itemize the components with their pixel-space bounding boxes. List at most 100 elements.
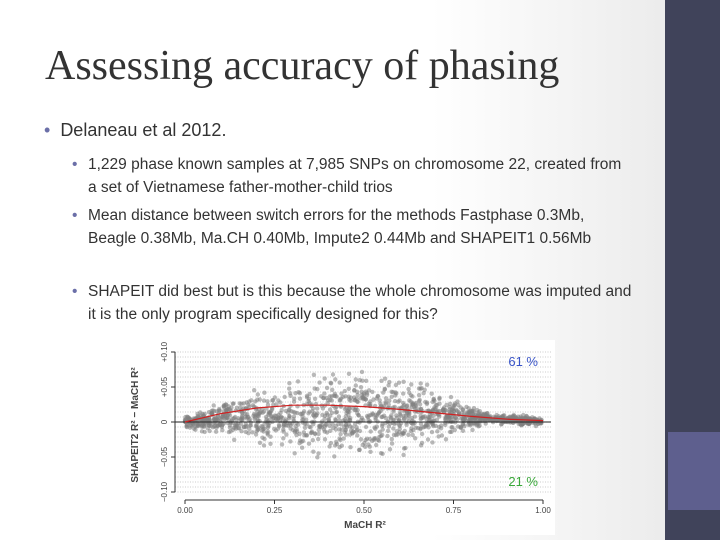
scatter-dot <box>316 427 321 432</box>
scatter-dot <box>458 424 463 430</box>
scatter-dot <box>377 398 382 403</box>
scatter-dot <box>227 423 233 428</box>
scatter-dot <box>287 391 293 396</box>
scatter-dot <box>243 421 248 427</box>
chart: MaCH R² SHAPEIT2 R² − MaCH R² −0.10 −0.05… <box>125 340 555 535</box>
scatter-dot <box>381 390 386 395</box>
scatter-dot <box>274 402 279 407</box>
scatter-dot <box>343 394 348 399</box>
scatter-dot <box>398 410 403 415</box>
scatter-dot <box>268 441 273 446</box>
scatter-dot <box>311 422 316 427</box>
scatter-dot <box>348 445 353 450</box>
scatter-dot <box>333 410 339 415</box>
scatter-dot <box>382 376 388 381</box>
scatter-dot <box>428 415 433 420</box>
scatter-dot <box>246 414 251 420</box>
bullet: • Delaneau et al 2012. <box>44 120 227 140</box>
bullet-text: 1,229 phase known samples at 7,985 SNPs … <box>88 156 622 196</box>
trend-line <box>184 404 544 423</box>
scatter-dot <box>387 447 393 452</box>
scatter-dot <box>407 398 412 403</box>
scatter-dot <box>337 445 342 450</box>
scatter-dot <box>243 429 248 435</box>
annotation: 21 % <box>508 474 538 489</box>
scatter-dot <box>310 438 315 443</box>
scatter-dot <box>336 414 342 419</box>
scatter-dot <box>354 389 360 394</box>
scatter-dot <box>422 387 427 392</box>
scatter-dot <box>391 409 396 414</box>
y-axis-label: SHAPEIT2 R² − MaCH R² <box>130 367 141 483</box>
scatter-dot <box>350 429 356 434</box>
scatter-dot <box>257 440 263 445</box>
scatter-dot <box>328 440 334 446</box>
scatter-dot <box>250 430 255 435</box>
scatter-dot <box>286 416 292 421</box>
scatter-dot <box>276 415 281 420</box>
scatter-dot <box>518 422 524 427</box>
scatter-dot <box>377 434 382 439</box>
y-tick-label: −0.05 <box>160 446 169 467</box>
scatter-dot <box>327 423 332 428</box>
scatter-dot <box>356 447 362 453</box>
scatter-dot <box>380 423 385 429</box>
x-tick-label: 0.50 <box>356 506 372 515</box>
scatter-dot <box>329 398 334 403</box>
scatter-dot <box>376 438 382 443</box>
scatter-dot <box>297 390 303 396</box>
scatter-dot <box>409 402 415 407</box>
scatter-dot <box>200 411 205 417</box>
scatter-dot <box>247 426 252 432</box>
scatter-dot <box>521 412 526 418</box>
scatter-dot <box>409 420 414 425</box>
scatter-dot <box>262 421 267 427</box>
bullet-text: Delaneau et al 2012. <box>60 120 227 140</box>
scatter-dot <box>315 455 320 460</box>
scatter-dot <box>354 429 359 434</box>
scatter-dot <box>217 408 222 413</box>
scatter-dot <box>437 401 442 406</box>
scatter-dot <box>222 416 227 421</box>
scatter-dot <box>449 429 454 434</box>
scatter-dot <box>333 427 339 432</box>
scatter-dot <box>411 427 416 433</box>
scatter-dot <box>364 378 369 383</box>
scatter-dot <box>357 428 363 434</box>
scatter-dot <box>374 442 379 448</box>
scatter-dot <box>226 417 231 422</box>
scatter-dot <box>441 409 447 414</box>
scatter-dot <box>389 437 394 442</box>
scatter-dot <box>316 451 321 456</box>
scatter-dot <box>332 454 337 459</box>
scatter-dot <box>234 405 240 410</box>
scatter-dot <box>424 382 430 387</box>
sub-bullet: • 1,229 phase known samples at 7,985 SNPs… <box>72 156 622 196</box>
scatter-dot <box>337 427 342 432</box>
scatter-dot <box>316 431 321 437</box>
scatter-dot <box>416 392 422 398</box>
scatter-dot <box>447 416 452 421</box>
scatter-dot <box>363 424 369 430</box>
scatter-dot <box>324 410 329 416</box>
scatter-dot <box>451 416 456 422</box>
scatter-dot <box>324 385 330 391</box>
scatter-dot <box>357 377 362 383</box>
y-tick-label: 0 <box>160 419 169 424</box>
scatter-dot <box>338 437 343 443</box>
scatter-dot <box>452 401 458 406</box>
scatter-dot <box>367 419 373 424</box>
scatter-dot <box>527 417 532 422</box>
scatter-dot <box>288 423 293 428</box>
scatter-dot <box>266 422 271 427</box>
scatter-dot <box>421 391 426 396</box>
scatter-dot <box>297 441 302 446</box>
scatter-dot <box>431 423 436 429</box>
scatter-dot <box>385 428 391 433</box>
scatter-dot <box>277 424 282 429</box>
scatter-dot <box>448 394 454 400</box>
scatter-dot <box>458 405 463 410</box>
scatter-dot <box>451 408 456 413</box>
scatter-dot <box>302 425 308 430</box>
